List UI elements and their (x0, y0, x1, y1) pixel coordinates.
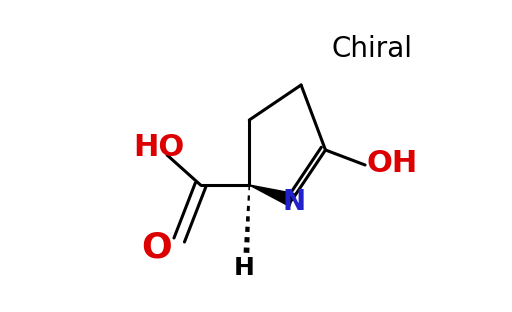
Text: Chiral: Chiral (332, 35, 413, 63)
Text: N: N (282, 188, 305, 216)
Text: OH: OH (367, 149, 418, 178)
Text: O: O (141, 231, 172, 265)
Text: HO: HO (134, 134, 185, 163)
Polygon shape (249, 185, 294, 207)
Text: H: H (234, 256, 255, 280)
